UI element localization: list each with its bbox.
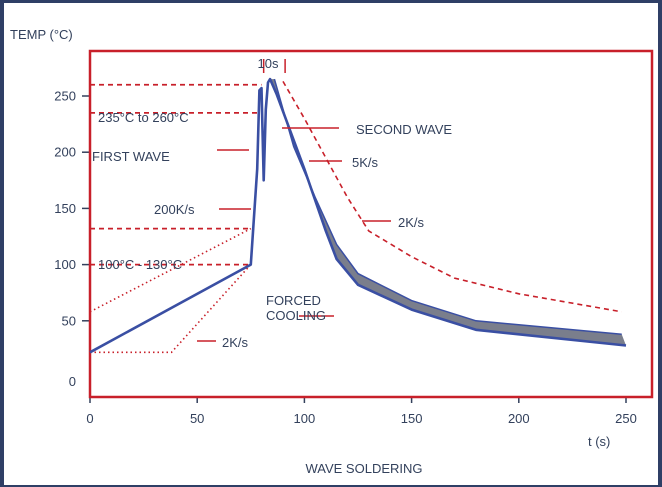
plot-area xyxy=(88,49,654,399)
rate-200-label: 200K/s xyxy=(154,202,195,217)
y-axis-label: TEMP (°C) xyxy=(10,27,73,42)
y-tick-label-200: 200 xyxy=(54,145,76,160)
chart-frame: TEMP (°C) t (s) WAVE SOLDERING 0 50 100 150… xyxy=(4,3,658,485)
y-tick-label-100: 100 xyxy=(54,257,76,272)
upper-limit-dashed xyxy=(282,81,622,313)
y-tick-label-250: 250 xyxy=(54,89,76,104)
bracket-10s-label: 10s xyxy=(258,56,279,71)
first-wave-label: FIRST WAVE xyxy=(92,149,170,164)
x-tick-label-100: 100 xyxy=(294,411,316,426)
y-tick-label-50: 50 xyxy=(62,313,76,328)
rate-2-lower-label: 2K/s xyxy=(222,335,249,350)
range-100-130-label: 100°C - 130°C xyxy=(98,257,182,272)
axis-ticks: 0 50 100 150 200 250 0 50 100 150 200 250 xyxy=(54,51,652,426)
x-tick-label-50: 50 xyxy=(190,411,204,426)
annotation-labels: FIRST WAVE SECOND WAVE 200K/s 5K/s 2K/s … xyxy=(92,56,452,350)
y-tick-label-0: 0 xyxy=(69,374,76,389)
rate-5-label: 5K/s xyxy=(352,155,379,170)
rate-2-upper-label: 2K/s xyxy=(398,215,425,230)
second-wave-label: SECOND WAVE xyxy=(356,122,452,137)
forced-cooling-label-1: FORCED xyxy=(266,293,321,308)
band-upper-edge xyxy=(273,78,622,336)
chart-title: WAVE SOLDERING xyxy=(305,461,422,476)
y-tick-label-150: 150 xyxy=(54,201,76,216)
x-tick-label-200: 200 xyxy=(508,411,530,426)
range-235-260-label: 235°C to 260°C xyxy=(98,110,189,125)
cooling-band xyxy=(270,79,626,346)
x-tick-label-150: 150 xyxy=(401,411,423,426)
forced-cooling-label-2: COOLING xyxy=(266,308,326,323)
plot-border xyxy=(88,49,654,399)
preheat-upper-dotted xyxy=(89,227,252,313)
main-profile-curve xyxy=(89,77,627,354)
x-axis-label: t (s) xyxy=(588,434,610,449)
x-tick-label-0: 0 xyxy=(86,411,93,426)
preheat-lower-dotted xyxy=(90,264,252,354)
wave-soldering-chart: TEMP (°C) t (s) WAVE SOLDERING 0 50 100 150… xyxy=(10,27,654,476)
x-tick-label-250: 250 xyxy=(615,411,637,426)
